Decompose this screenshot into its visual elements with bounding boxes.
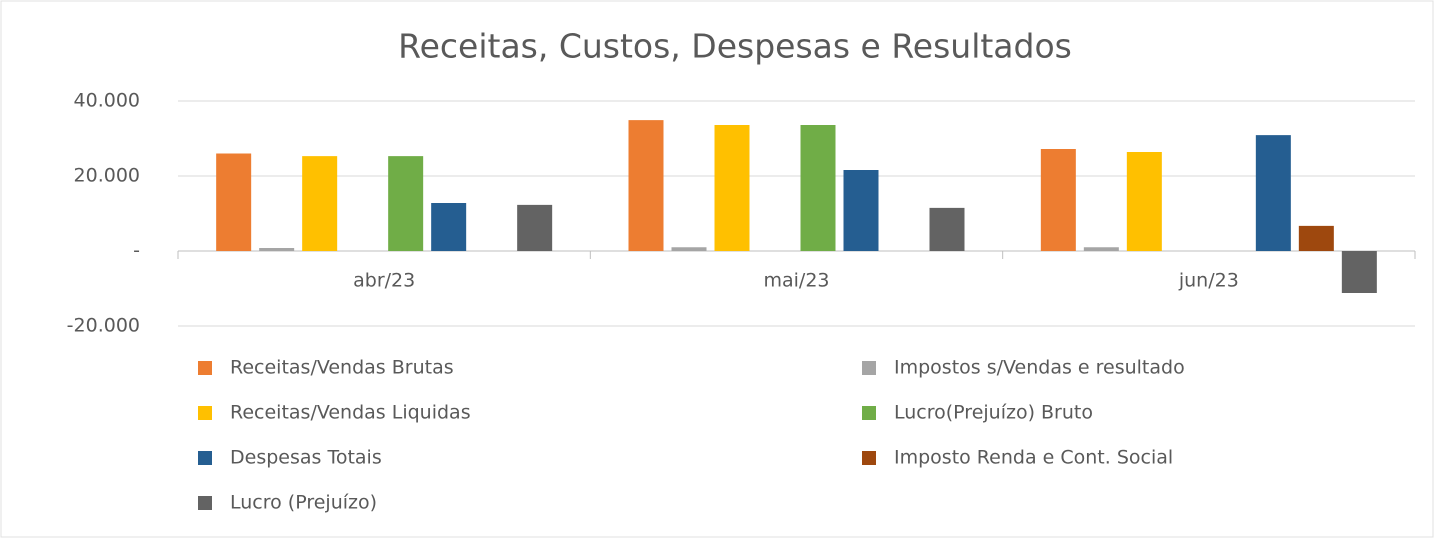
y-tick-label: - (133, 240, 140, 262)
legend-label: Despesas Totais (230, 447, 382, 469)
bar (800, 125, 836, 251)
legend-swatch (198, 361, 212, 375)
bar (671, 247, 707, 251)
bar (1126, 152, 1162, 251)
legend-label: Imposto Renda e Cont. Social (894, 447, 1173, 469)
bar (216, 153, 252, 251)
bar (1040, 149, 1076, 251)
legend-label: Receitas/Vendas Brutas (230, 357, 454, 379)
legend-label: Lucro(Prejuízo) Bruto (894, 402, 1093, 424)
legend-swatch (198, 451, 212, 465)
y-tick-label: 40.000 (74, 90, 140, 112)
bar (517, 204, 553, 251)
legend-label: Impostos s/Vendas e resultado (894, 357, 1185, 379)
bar (431, 203, 467, 251)
y-tick-label: -20.000 (67, 315, 140, 337)
bar (714, 125, 750, 251)
bar (843, 170, 879, 251)
legend-swatch (198, 406, 212, 420)
legend-swatch (198, 496, 212, 510)
bar (1083, 247, 1119, 251)
chart-title: Receitas, Custos, Despesas e Resultados (398, 27, 1072, 66)
bar (259, 248, 295, 251)
bar (628, 120, 664, 251)
bar (929, 207, 965, 251)
bar (1255, 135, 1291, 251)
legend-swatch (862, 406, 876, 420)
legend-swatch (862, 451, 876, 465)
bar (1298, 225, 1334, 251)
y-tick-label: 20.000 (74, 165, 140, 187)
legend-label: Receitas/Vendas Liquidas (230, 402, 471, 424)
bar (388, 156, 424, 251)
bar (302, 156, 338, 251)
legend-label: Lucro (Prejuízo) (230, 492, 377, 514)
bar (1341, 251, 1377, 293)
x-tick-label: jun/23 (1178, 270, 1239, 292)
x-tick-label: abr/23 (353, 270, 415, 292)
legend-swatch (862, 361, 876, 375)
x-tick-label: mai/23 (763, 270, 829, 292)
